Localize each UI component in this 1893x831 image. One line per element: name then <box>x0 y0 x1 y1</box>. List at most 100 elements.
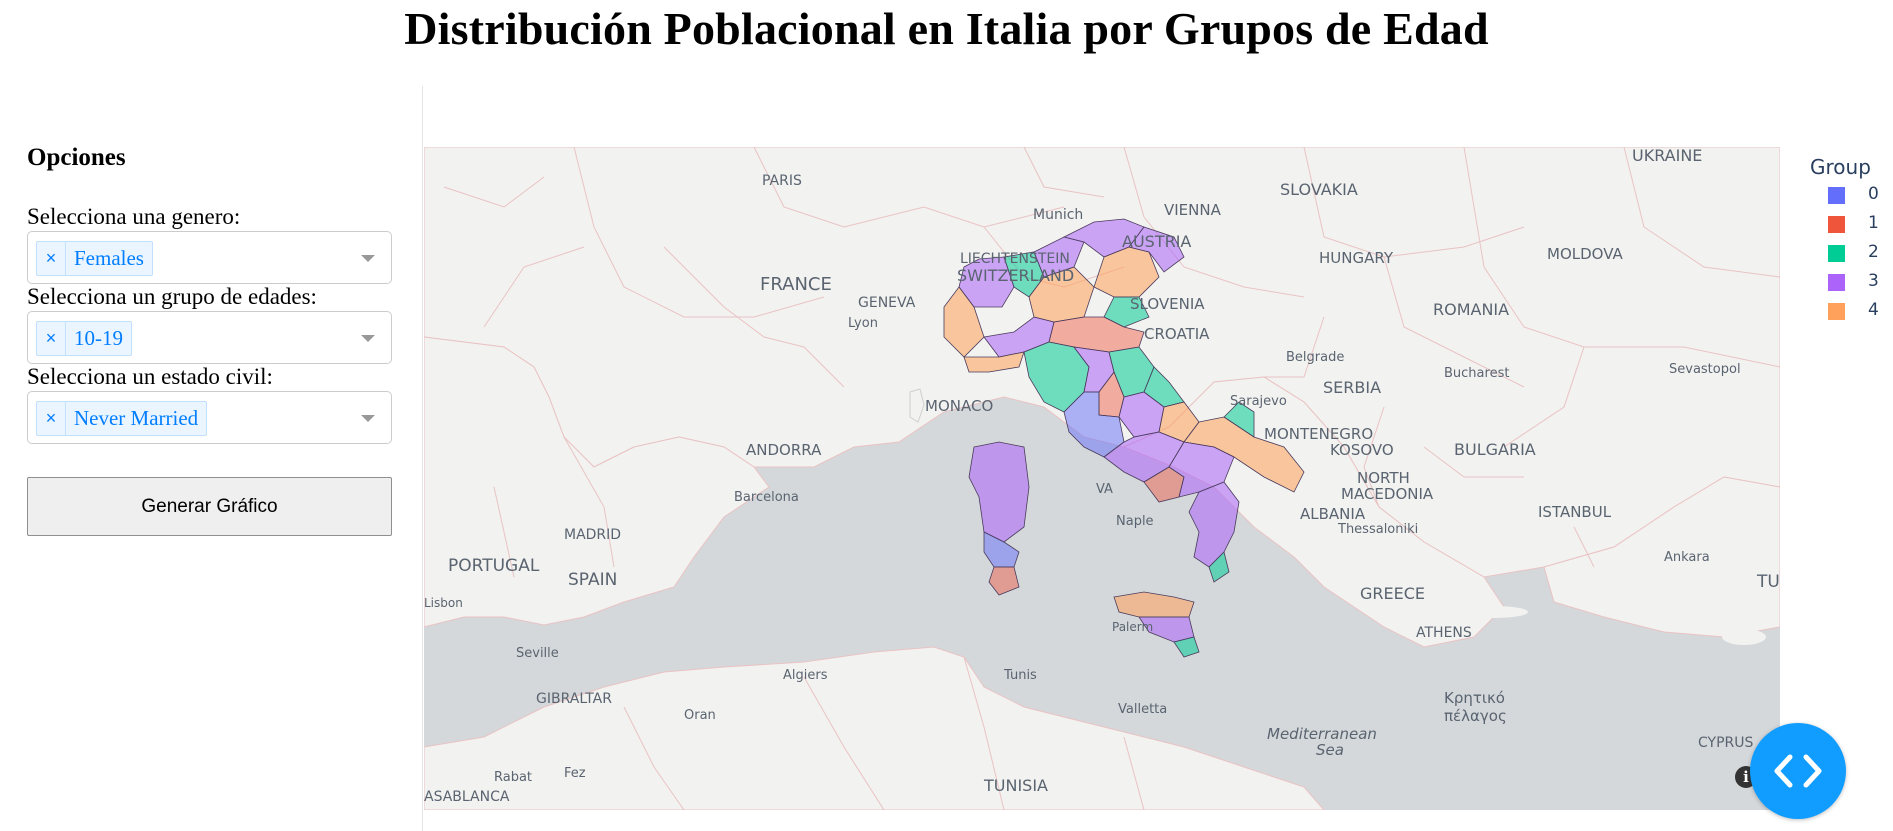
legend-item-4[interactable]: 4 <box>1800 300 1893 324</box>
map-label: Oran <box>684 708 716 723</box>
marital-status-dropdown[interactable]: × Never Married <box>27 391 392 444</box>
map-label: SERBIA <box>1323 378 1381 397</box>
region-lombardy-2[interactable] <box>1033 236 1085 278</box>
legend-swatch <box>1828 303 1845 320</box>
map-label: ALBANIA <box>1300 505 1366 523</box>
region-veneto-2[interactable] <box>1103 296 1150 328</box>
legend-label: 1 <box>1868 213 1879 233</box>
gender-dropdown[interactable]: × Females <box>27 231 392 284</box>
legend-label: 0 <box>1868 184 1879 204</box>
marital-status-selected-value: Never Married <box>74 406 199 430</box>
map-label: Mediterranean <box>1267 725 1377 743</box>
chevron-down-icon[interactable] <box>361 335 375 342</box>
map-label: πέλαγος <box>1444 707 1507 725</box>
region-liguria[interactable] <box>963 351 1025 373</box>
map-label: BULGARIA <box>1454 440 1536 459</box>
land-anatolia <box>1543 476 1780 638</box>
map-label: ROMANIA <box>1433 300 1509 319</box>
land-crete <box>1460 606 1528 618</box>
marital-status-label: Selecciona un estado civil: <box>27 364 273 389</box>
map-label: Barcelona <box>734 490 799 505</box>
map-label: MADRID <box>564 527 621 543</box>
region-sicily-3[interactable] <box>1173 636 1200 658</box>
map-label: Palerm <box>1112 620 1153 634</box>
legend-swatch <box>1828 216 1845 233</box>
legend-item-0[interactable]: 0 <box>1800 184 1893 208</box>
age-group-dropdown[interactable]: × 10-19 <box>27 311 392 364</box>
legend-item-2[interactable]: 2 <box>1800 242 1893 266</box>
code-brackets-icon <box>1774 754 1822 788</box>
map-label: MONTENEGRO <box>1264 425 1373 443</box>
legend-item-1[interactable]: 1 <box>1800 213 1893 237</box>
marital-status-selected-tag: × Never Married <box>36 401 208 436</box>
map-label: Valletta <box>1118 702 1167 717</box>
age-group-label: Selecciona un grupo de edades: <box>27 284 317 309</box>
land-cyprus <box>1722 629 1766 645</box>
age-group-selected-tag: × 10-19 <box>36 321 132 356</box>
map-label: GENEVA <box>858 295 916 311</box>
region-calabria-2[interactable] <box>1208 551 1230 583</box>
map-label: MACEDONIA <box>1341 485 1434 503</box>
map-label: VIENNA <box>1164 201 1222 219</box>
map-label: Algiers <box>783 668 828 683</box>
legend-title: Group <box>1810 155 1871 179</box>
map-label: AUSTRIA <box>1122 232 1191 251</box>
map-label: FRANCE <box>760 274 832 295</box>
map-label: Seville <box>516 646 559 661</box>
map-label: Sarajevo <box>1230 394 1287 409</box>
region-abruzzo-2[interactable] <box>1143 366 1185 408</box>
map-label: ATHENS <box>1416 625 1472 641</box>
map-label: TUNISIA <box>983 776 1048 795</box>
age-group-selected-value: 10-19 <box>74 326 123 350</box>
legend-label: 3 <box>1868 271 1879 291</box>
legend-item-3[interactable]: 3 <box>1800 271 1893 295</box>
land-corsica <box>909 388 925 423</box>
map-label: Rabat <box>494 770 532 785</box>
code-toggle-button[interactable] <box>1750 723 1846 819</box>
map-label: CROATIA <box>1144 325 1210 343</box>
legend-swatch <box>1828 187 1845 204</box>
chevron-down-icon[interactable] <box>361 415 375 422</box>
gender-selected-tag: × Females <box>36 241 153 276</box>
gender-selected-value: Females <box>74 246 144 270</box>
region-puglia-2[interactable] <box>1223 401 1255 438</box>
choropleth-map[interactable]: UKRAINE SLOVAKIA PARIS Munich VIENNA AUS… <box>424 147 1780 810</box>
map-label: Lisbon <box>424 596 463 610</box>
map-label: Lyon <box>848 316 878 331</box>
map-label: ISTANBUL <box>1538 503 1612 521</box>
legend-label: 4 <box>1868 300 1879 320</box>
region-friuli[interactable] <box>1128 226 1185 273</box>
region-sardinia-3[interactable] <box>988 566 1020 596</box>
map-label: VA <box>1096 482 1113 497</box>
region-sardinia[interactable] <box>968 441 1030 543</box>
region-lazio[interactable] <box>1063 391 1125 458</box>
map-place-labels: UKRAINE SLOVAKIA PARIS Munich VIENNA AUS… <box>424 147 1780 805</box>
remove-age-group-icon[interactable]: × <box>37 322 66 355</box>
map-label: GIBRALTAR <box>536 691 612 707</box>
map-label: Bucharest <box>1444 366 1509 381</box>
map-label: Thessaloniki <box>1337 522 1418 537</box>
map-label: SLOVAKIA <box>1280 180 1358 199</box>
map-label: Fez <box>564 766 586 781</box>
italy-regions[interactable] <box>943 218 1305 658</box>
map-label: Munich <box>1033 207 1083 223</box>
map-label: SWITZERLAND <box>957 266 1074 285</box>
remove-gender-icon[interactable]: × <box>37 242 66 275</box>
page-title: Distribución Poblacional en Italia por G… <box>404 3 1489 54</box>
generate-chart-button[interactable]: Generar Gráfico <box>27 477 392 536</box>
remove-marital-status-icon[interactable]: × <box>37 402 66 435</box>
map-label: PARIS <box>762 173 802 189</box>
map-label: ANDORRA <box>746 441 822 459</box>
map-label: CYPRUS <box>1698 735 1753 751</box>
chevron-down-icon[interactable] <box>361 255 375 262</box>
map-label: MONACO <box>925 397 993 415</box>
map-label: NORTH <box>1357 469 1410 487</box>
map-label: Sea <box>1316 741 1344 759</box>
map-legend: Group 0 1 2 3 4 <box>1800 152 1893 332</box>
gender-label: Selecciona una genero: <box>27 204 241 229</box>
map-label: SLOVENIA <box>1130 295 1205 313</box>
map-label: Tunis <box>1003 668 1037 683</box>
map-label: KOSOVO <box>1330 441 1394 459</box>
map-label: SPAIN <box>568 570 617 590</box>
map-label: Sevastopol <box>1669 362 1741 377</box>
